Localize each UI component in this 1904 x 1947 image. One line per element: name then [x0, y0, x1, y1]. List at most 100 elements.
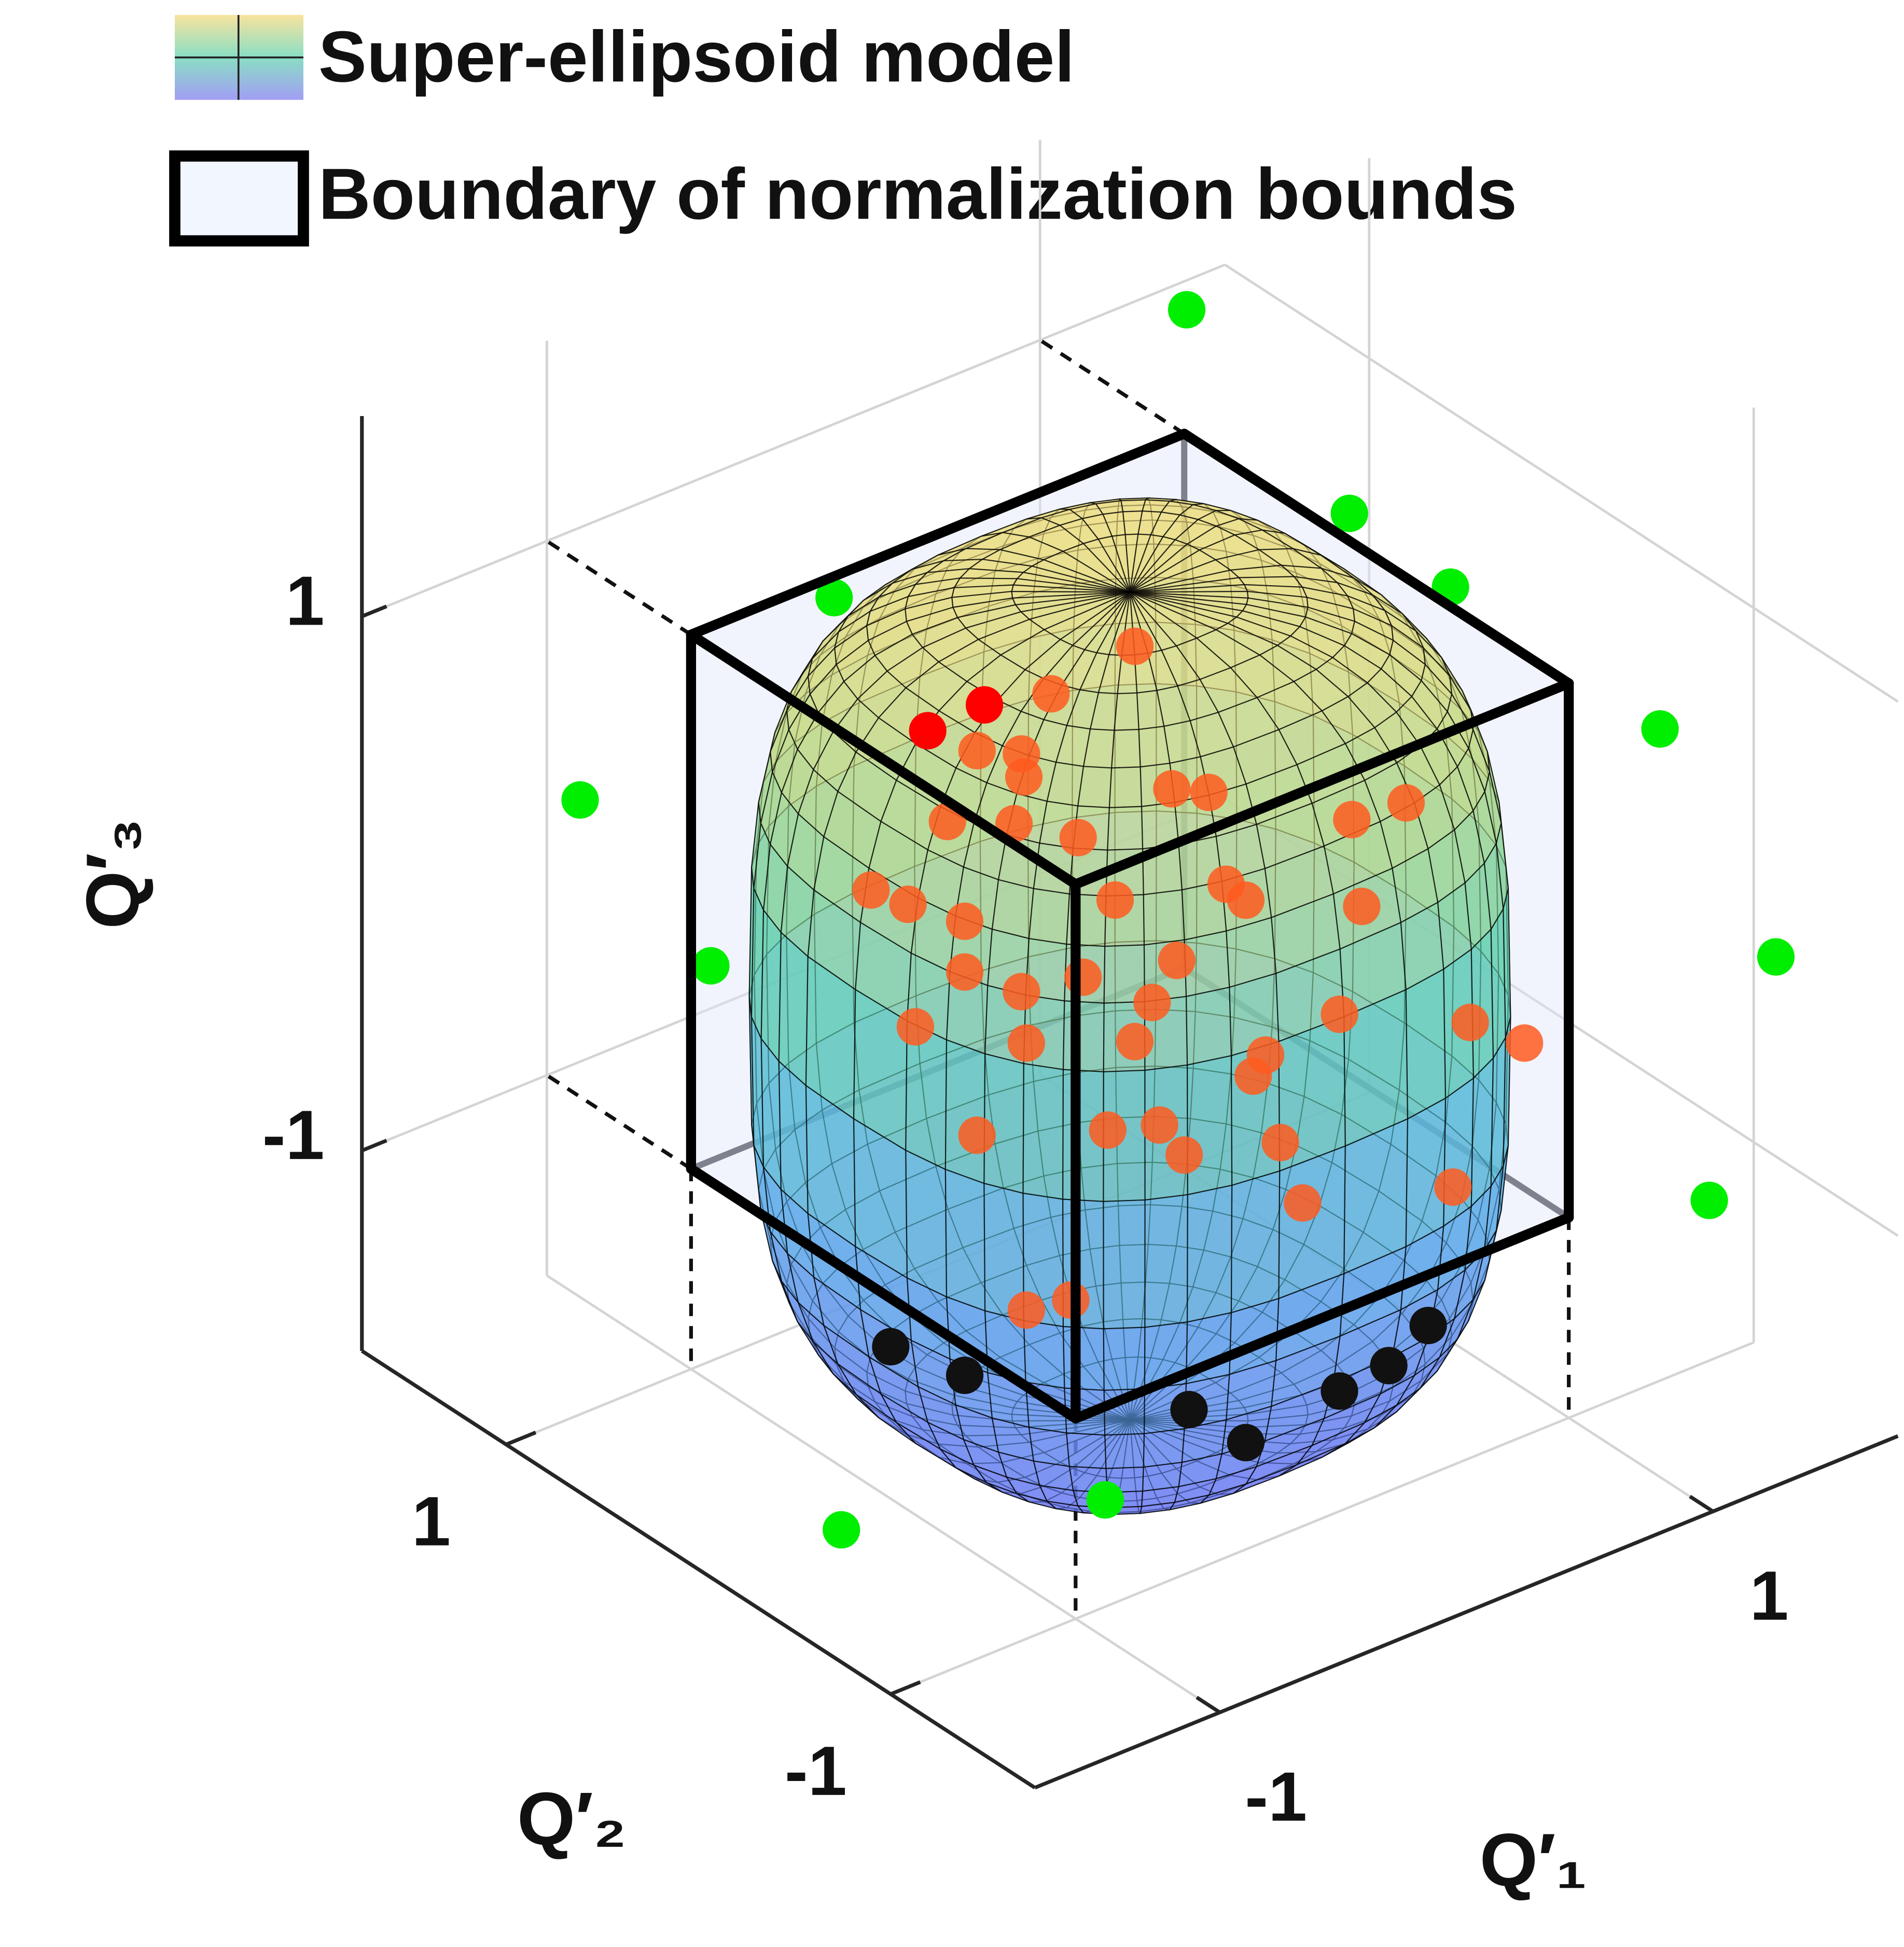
- surface-patch: [1278, 1145, 1346, 1300]
- data-point: [1116, 1023, 1154, 1060]
- data-point: [1284, 1184, 1322, 1222]
- data-point: [852, 871, 890, 909]
- data-point: [872, 1328, 910, 1365]
- data-point: [1007, 1291, 1045, 1329]
- x-tick-label: 1: [1750, 1556, 1789, 1635]
- data-point: [1690, 1181, 1728, 1219]
- surface-patch: [1111, 728, 1141, 769]
- tick-mark: [1689, 1495, 1714, 1513]
- surface-patch: [778, 931, 809, 1087]
- data-point: [909, 712, 947, 750]
- box-edge: [1071, 678, 1574, 890]
- data-point: [1234, 1057, 1272, 1095]
- box-edge: [686, 629, 1081, 890]
- surface-patch: [1186, 1055, 1233, 1196]
- grid-line: [1224, 264, 1899, 703]
- surface-patch: [1107, 806, 1144, 851]
- z-tick-label: 1: [286, 562, 325, 640]
- data-point: [1165, 1136, 1203, 1174]
- surface-patch: [1470, 928, 1494, 1080]
- x-axis-label: Q′₁: [1480, 1818, 1587, 1902]
- x-tick-label: -1: [1245, 1758, 1307, 1836]
- data-point: [1007, 1024, 1045, 1062]
- data-point: [946, 902, 984, 940]
- surface-patch: [1144, 1194, 1188, 1328]
- data-point: [946, 953, 984, 991]
- projection-line: [546, 1073, 692, 1171]
- data-point: [1153, 770, 1191, 808]
- axis-line: [360, 1349, 1036, 1789]
- grid-line: [546, 1274, 1221, 1714]
- surface-patch: [1023, 1320, 1065, 1389]
- data-point: [1005, 758, 1043, 796]
- data-point: [692, 947, 730, 985]
- data-point: [1096, 881, 1134, 919]
- z-tick-label: -1: [262, 1096, 325, 1174]
- box-edge: [1179, 429, 1574, 688]
- axis-line: [1034, 1434, 1899, 1790]
- legend-label: Boundary of normalization bounds: [318, 154, 1517, 234]
- surface-patch: [1077, 766, 1113, 808]
- surface-patch: [1405, 1097, 1447, 1248]
- surface-patch: [1405, 968, 1447, 1120]
- box-edge: [686, 429, 1189, 640]
- surface-patch: [760, 1037, 782, 1191]
- y-tick-label: 1: [412, 1482, 451, 1561]
- surface-patch: [1103, 1327, 1146, 1391]
- data-point: [1409, 1306, 1447, 1345]
- surface-patch: [905, 1149, 948, 1298]
- surface-patch: [944, 1039, 986, 1184]
- plot-area: -1 1 -1 1 -1 1 Q′₁ Q′₂ Q′₃: [71, 140, 1899, 1902]
- surface-patch: [1230, 1170, 1281, 1314]
- data-point: [1451, 1003, 1489, 1041]
- data-point: [958, 731, 996, 770]
- data-point: [946, 1356, 984, 1394]
- data-point: [1333, 800, 1371, 838]
- data-point: [1227, 1424, 1264, 1461]
- data-point: [1434, 1168, 1472, 1206]
- data-point: [1387, 784, 1425, 822]
- data-point: [815, 578, 853, 617]
- surface-patch: [1138, 725, 1171, 768]
- data-point: [1059, 819, 1097, 857]
- data-point: [1227, 881, 1265, 919]
- data-point: [1190, 774, 1228, 811]
- data-point: [1032, 675, 1070, 713]
- surface-patch: [1103, 1199, 1146, 1330]
- tick-mark: [361, 1139, 387, 1153]
- surface-patch: [1022, 1062, 1064, 1200]
- data-point: [1343, 888, 1381, 926]
- data-point: [1641, 710, 1679, 748]
- surface-patch: [760, 908, 782, 1063]
- surface-patch: [1143, 889, 1185, 946]
- data-point: [823, 1511, 860, 1549]
- tick-mark: [890, 1680, 921, 1696]
- projection-line: [546, 539, 692, 637]
- surface-patch: [1062, 1325, 1105, 1391]
- box-edge: [686, 1164, 1081, 1424]
- legend-label: Super-ellipsoid model: [318, 16, 1075, 97]
- data-point: [958, 1116, 996, 1154]
- data-point: [1170, 1391, 1208, 1429]
- data-point: [1321, 996, 1358, 1033]
- surface-patch: [944, 1168, 986, 1312]
- data-point: [1330, 494, 1368, 532]
- surface-patch: [1104, 1433, 1145, 1469]
- legend-swatch-box: [169, 150, 309, 247]
- box-edge: [1071, 1212, 1574, 1424]
- data-point: [1261, 1124, 1299, 1162]
- surface-patch: [1185, 986, 1232, 1066]
- grid-line: [890, 1341, 1755, 1695]
- surface-patch: [991, 879, 1035, 940]
- data-point: [561, 781, 599, 819]
- tick-mark: [505, 1430, 537, 1446]
- surface-patch: [1066, 1432, 1107, 1469]
- surface-patch: [1143, 1428, 1185, 1468]
- data-point: [896, 1008, 935, 1046]
- tick-mark: [1196, 1695, 1221, 1714]
- data-point: [889, 886, 927, 923]
- data-point: [1757, 938, 1795, 976]
- y-axis-label: Q′₂: [517, 1776, 627, 1860]
- y-tick-label: -1: [785, 1732, 847, 1810]
- data-point: [965, 686, 1004, 724]
